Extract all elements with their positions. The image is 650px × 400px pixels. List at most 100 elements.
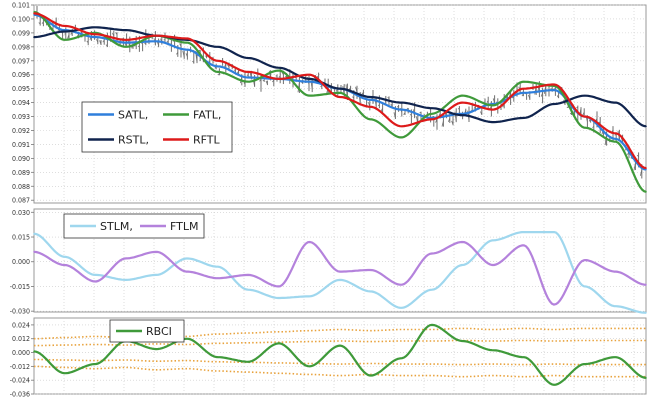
y-tick-label: 0.093	[12, 113, 30, 121]
data-point-rstl	[400, 101, 403, 104]
data-point-stlm	[94, 274, 96, 276]
data-point-rftl	[216, 60, 219, 62]
price-bar-tick	[640, 169, 643, 176]
data-point-ftlm	[492, 264, 494, 266]
data-point-rstl	[369, 96, 372, 98]
data-point-rftl	[186, 37, 188, 40]
price-bar-tick	[438, 113, 441, 116]
data-point-ftlm	[33, 251, 35, 253]
price-bar-tick	[272, 79, 275, 83]
data-point-ftlm	[553, 303, 555, 306]
data-point-fatl	[339, 92, 341, 94]
data-point-ftlm	[400, 284, 403, 286]
price-bar-tick	[403, 112, 406, 115]
price-bar-tick	[636, 154, 639, 157]
price-bar-tick	[227, 64, 230, 68]
data-point-rbci	[522, 356, 525, 359]
data-point-rftl	[400, 125, 403, 128]
data-point-stlm	[216, 265, 219, 268]
price-bar-tick	[262, 79, 265, 82]
data-point-ftlm	[522, 244, 525, 247]
price-bar-tick	[348, 87, 351, 91]
data-point-rftl	[247, 71, 249, 73]
price-bar-tick	[592, 126, 595, 128]
y-tick-label: 0.094	[12, 99, 30, 107]
price-bar-tick	[185, 53, 188, 57]
data-point-fatl	[461, 94, 464, 97]
panel-3: 0.024 0.012 0.000 -0.012 -0.024 -0.036 RBCI	[10, 317, 647, 399]
data-point-stlm	[431, 289, 433, 291]
data-point-ftlm	[216, 277, 219, 280]
y-tick-label: 0.101	[12, 2, 30, 10]
y-tick-label: 0.092	[12, 127, 30, 135]
price-bar-tick	[217, 73, 220, 76]
data-point-fatl	[522, 80, 525, 83]
legend-label: RBCI	[146, 325, 172, 338]
data-point-rbci	[369, 374, 372, 377]
price-bar-tick	[115, 32, 118, 35]
data-point-rbci	[94, 363, 96, 365]
y-tick-label: 0.087	[12, 197, 30, 205]
data-point-satl	[125, 41, 127, 44]
y-tick-label: 0.000	[12, 258, 30, 266]
data-point-rstl	[278, 66, 280, 69]
data-point-stlm	[186, 257, 188, 260]
y-tick-label: 0.099	[12, 29, 30, 37]
data-point-stlm	[400, 307, 403, 309]
data-point-rftl	[553, 83, 555, 86]
price-bar-tick	[419, 112, 422, 114]
data-point-fatl	[492, 104, 494, 107]
data-point-satl	[216, 65, 219, 68]
data-point-ftlm	[431, 252, 433, 255]
y-tick-label: 0.096	[12, 71, 30, 79]
data-point-satl	[186, 48, 188, 51]
data-point-stlm	[339, 279, 341, 281]
data-point-rstl	[33, 36, 35, 38]
price-bar-tick	[67, 34, 70, 39]
price-bar-tick	[435, 118, 438, 123]
data-point-ftlm	[369, 269, 372, 271]
y-tick-label: 0.024	[12, 321, 30, 329]
legend-label: FTLM	[170, 220, 198, 233]
data-point-ftlm	[186, 270, 188, 273]
data-point-rftl	[278, 78, 280, 80]
data-point-ftlm	[461, 241, 464, 243]
data-point-rftl	[645, 167, 647, 169]
price-bar-tick	[102, 39, 105, 43]
price-bar-tick	[489, 106, 492, 109]
price-bar-tick	[179, 43, 182, 47]
price-bar-tick	[41, 21, 44, 24]
data-point-rstl	[584, 94, 586, 97]
data-point-rftl	[155, 34, 158, 37]
price-bar-tick	[521, 93, 524, 97]
data-point-stlm	[553, 231, 555, 233]
data-point-fatl	[278, 69, 280, 72]
legend: SATL, FATL, RSTL, RFTL	[81, 101, 233, 153]
data-point-stlm	[278, 297, 280, 299]
price-bar-tick	[38, 22, 41, 25]
legend-label: FATL,	[193, 109, 221, 122]
data-point-fatl	[431, 113, 433, 115]
data-point-fatl	[186, 41, 188, 44]
data-point-rftl	[369, 106, 372, 108]
price-bar-tick	[380, 108, 383, 112]
data-point-ftlm	[584, 259, 586, 261]
price-bar-tick	[198, 49, 201, 52]
data-point-stlm	[33, 232, 35, 235]
y-tick-label: 0.000	[12, 349, 30, 357]
data-point-ftlm	[94, 280, 96, 283]
data-point-stlm	[492, 239, 494, 242]
data-point-rftl	[125, 39, 127, 41]
data-point-stlm	[63, 255, 66, 258]
data-point-fatl	[125, 46, 127, 48]
price-bar-tick	[182, 50, 185, 58]
price-bar-tick	[316, 75, 319, 78]
data-point-rstl	[94, 26, 96, 29]
y-tick-label: -0.024	[10, 377, 30, 385]
y-tick-label: 0.100	[12, 15, 30, 23]
price-bar-tick	[160, 38, 163, 42]
y-tick-label: 0.088	[12, 183, 30, 191]
price-bar-tick	[387, 97, 390, 99]
band-line	[34, 327, 646, 340]
y-tick-label: 0.012	[12, 335, 30, 343]
